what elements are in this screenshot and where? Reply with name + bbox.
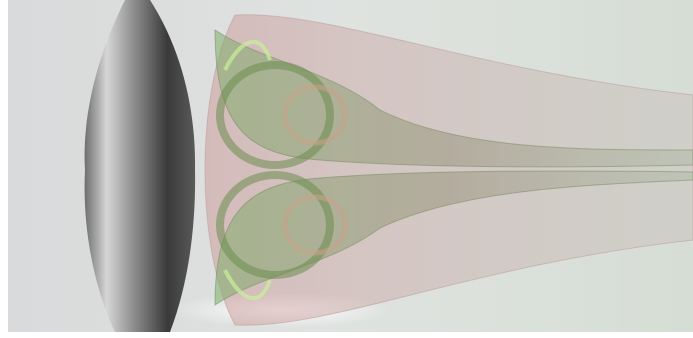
highlight: [223, 269, 272, 301]
highlight: [223, 39, 272, 71]
lower-inner-ring: [282, 194, 348, 256]
bottom-border: [0, 332, 693, 338]
upper-inner-ring: [282, 84, 348, 146]
left-border: [0, 0, 8, 338]
lower-ring: [216, 171, 334, 279]
upper-ring: [216, 61, 334, 169]
lens-body: [84, 0, 196, 332]
